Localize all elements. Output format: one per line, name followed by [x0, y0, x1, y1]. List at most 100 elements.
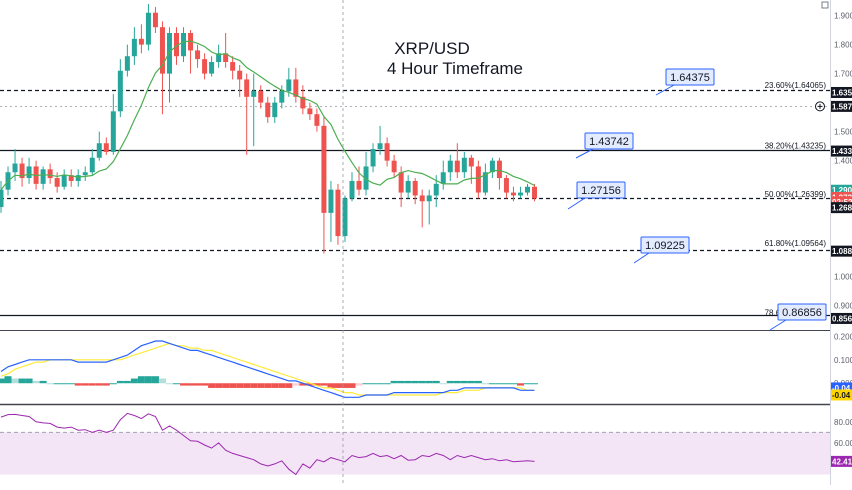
candle	[427, 190, 432, 225]
candle-body	[111, 111, 116, 152]
candle-body	[420, 195, 425, 201]
candle-body	[286, 79, 291, 91]
macd-histogram-bar	[384, 383, 391, 384]
rsi-tick-label: 80.00	[834, 418, 852, 427]
candle-body	[146, 13, 151, 45]
candle	[97, 132, 102, 161]
candle	[251, 74, 256, 147]
candle-body	[525, 187, 530, 193]
macd-histogram-bar	[159, 379, 166, 384]
candle	[0, 181, 4, 213]
macd-histogram-bar	[229, 383, 236, 388]
add-alert-icon[interactable]	[816, 102, 825, 111]
candle-body	[279, 91, 284, 103]
candle	[490, 158, 495, 178]
candle	[483, 164, 488, 196]
macd-histogram-bar	[271, 383, 278, 388]
candle	[27, 158, 32, 184]
level-callout-1.27156[interactable]: 1.27156	[568, 182, 625, 209]
macd-histogram-bar	[440, 383, 447, 384]
price-tick-label: 1.700	[834, 70, 852, 79]
macd-histogram-bar	[454, 381, 461, 383]
candle	[237, 65, 242, 97]
fib-label: 38.20%(1.43235)	[765, 141, 827, 150]
callout-connector	[568, 198, 585, 209]
candle-body	[244, 79, 249, 96]
macd-histogram-bar	[489, 383, 496, 384]
price-badge: 1.587	[831, 101, 852, 112]
macd-histogram-bar	[377, 383, 384, 384]
candle-body	[518, 193, 523, 196]
candle-body	[125, 56, 130, 71]
price-badge: 0.856	[831, 313, 852, 324]
macd-histogram-bar	[292, 383, 299, 385]
candle	[209, 56, 214, 76]
candle	[300, 85, 305, 114]
macd-histogram-bar	[243, 383, 250, 388]
candle-body	[392, 161, 397, 173]
candle-body	[455, 161, 460, 173]
candle-body	[378, 143, 383, 149]
candle-body	[76, 175, 81, 181]
macd-histogram-bar	[426, 381, 433, 383]
candle-body	[230, 62, 235, 71]
macd-histogram-bar	[40, 381, 47, 383]
candle	[55, 172, 60, 192]
candle	[111, 94, 116, 155]
macd-histogram-bar	[124, 381, 131, 383]
macd-histogram-bar	[398, 381, 405, 383]
macd-histogram-bar	[236, 383, 243, 388]
macd-histogram-bar	[285, 383, 292, 388]
callout-label: 1.09225	[645, 240, 685, 252]
macd-histogram-bar	[19, 379, 26, 384]
level-callout-1.64375[interactable]: 1.64375	[656, 69, 714, 95]
macd-histogram-bar	[47, 383, 54, 384]
price-tick-label: 1.500	[834, 128, 852, 137]
badge-text: 42.41	[832, 457, 852, 466]
macd-histogram-bar	[391, 381, 398, 383]
price-tick-label: 1.400	[834, 157, 852, 166]
macd-tick-label: 0.100	[834, 356, 852, 365]
candle-body	[350, 181, 355, 198]
candle	[188, 30, 193, 74]
candle	[293, 68, 298, 103]
macd-histogram-bar	[496, 383, 503, 384]
candle	[497, 158, 502, 190]
badge-text: -0.04	[832, 391, 851, 400]
candle-body	[55, 178, 60, 187]
candle	[392, 155, 397, 178]
candle	[118, 59, 123, 117]
level-callout-1.09225[interactable]: 1.09225	[634, 237, 689, 263]
candle	[448, 155, 453, 181]
macd-histogram-bar	[131, 379, 138, 384]
candle	[328, 181, 333, 242]
candle-body	[441, 172, 446, 184]
candle-body	[153, 13, 158, 28]
macd-histogram-bar	[412, 381, 419, 383]
level-callouts[interactable]: 1.64375 1.43742 1.27156 1.09225 0.86856	[568, 69, 826, 330]
scale-handle-icon[interactable]	[822, 2, 828, 8]
level-callout-0.86856[interactable]: 0.86856	[770, 304, 826, 330]
macd-histogram-bar	[12, 379, 19, 384]
candle-body	[97, 143, 102, 158]
badge-text: 1.635	[832, 88, 852, 97]
macd-histogram-bar	[482, 383, 489, 384]
level-callout-1.43742[interactable]: 1.43742	[576, 133, 633, 158]
fib-label: 61.80%(1.09564)	[765, 239, 827, 248]
candle-body	[272, 103, 277, 118]
macd-tick-label: 0.200	[834, 332, 852, 341]
badge-text: 1.587	[832, 102, 852, 111]
candle	[525, 184, 530, 196]
candle	[90, 149, 95, 175]
macd-histogram-bar	[61, 383, 68, 384]
callout-connector	[770, 320, 786, 330]
candle	[307, 103, 312, 120]
candle-body	[202, 59, 207, 74]
badge-text: 1.268	[832, 204, 852, 213]
macd-histogram-bar	[524, 383, 531, 384]
candle-body	[27, 166, 32, 178]
macd-histogram-bar	[370, 383, 377, 384]
price-tick-label: 1.900	[834, 12, 852, 21]
candle-body	[413, 181, 418, 196]
candle	[244, 74, 249, 155]
